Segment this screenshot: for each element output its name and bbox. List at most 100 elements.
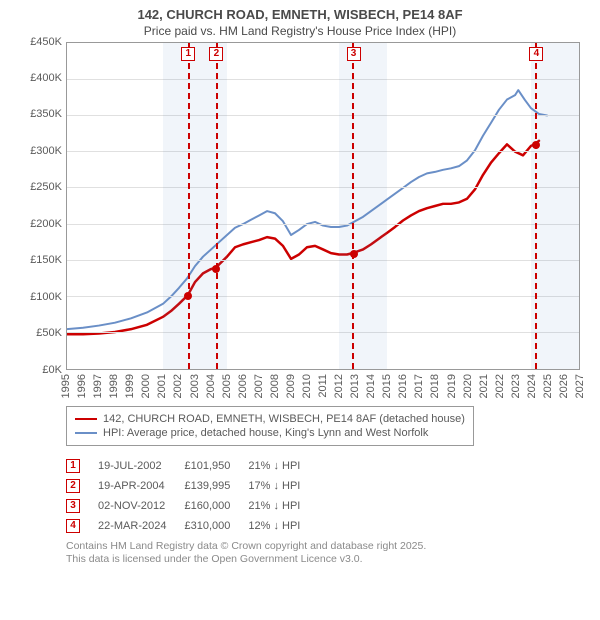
y-tick-label: £350K: [30, 108, 62, 120]
legend-swatch: [75, 432, 97, 434]
x-tick-label: 2018: [429, 374, 441, 398]
sale-point: [350, 250, 358, 258]
x-axis: 1995199619971998199920002001200220032004…: [66, 370, 580, 402]
event-marker-small: 1: [66, 459, 80, 473]
y-tick-label: £50K: [36, 327, 62, 339]
x-tick-label: 2000: [140, 374, 152, 398]
event-marker: 4: [529, 47, 543, 61]
x-tick-label: 1996: [76, 374, 88, 398]
x-tick-label: 1997: [92, 374, 104, 398]
event-line: [216, 43, 218, 369]
chart-area: £0K£50K£100K£150K£200K£250K£300K£350K£40…: [20, 42, 580, 402]
y-tick-label: £200K: [30, 218, 62, 230]
gridline: [67, 115, 579, 116]
event-price: £101,950: [184, 456, 248, 476]
event-delta: 12% ↓ HPI: [248, 516, 318, 536]
event-line: [188, 43, 190, 369]
x-tick-label: 2007: [253, 374, 265, 398]
shade-band: [339, 43, 387, 369]
x-tick-label: 2022: [494, 374, 506, 398]
title-line1: 142, CHURCH ROAD, EMNETH, WISBECH, PE14 …: [10, 6, 590, 24]
legend-row: HPI: Average price, detached house, King…: [75, 427, 465, 439]
x-tick-label: 2003: [189, 374, 201, 398]
event-delta: 21% ↓ HPI: [248, 456, 318, 476]
event-date: 19-JUL-2002: [98, 456, 184, 476]
event-date: 02-NOV-2012: [98, 496, 184, 516]
event-marker: 2: [209, 47, 223, 61]
gridline: [67, 224, 579, 225]
series-hpi: [67, 90, 547, 329]
sale-point: [532, 141, 540, 149]
event-delta: 17% ↓ HPI: [248, 476, 318, 496]
events-table: 1 19-JUL-2002£101,95021% ↓ HPI 2 19-APR-200…: [66, 456, 318, 536]
event-price: £139,995: [184, 476, 248, 496]
sale-point: [184, 292, 192, 300]
x-tick-label: 2026: [558, 374, 570, 398]
event-row: 4 22-MAR-2024£310,00012% ↓ HPI: [66, 516, 318, 536]
event-price: £160,000: [184, 496, 248, 516]
x-tick-label: 2008: [269, 374, 281, 398]
shade-band: [531, 43, 579, 369]
footnote: Contains HM Land Registry data © Crown c…: [66, 540, 590, 567]
event-date: 19-APR-2004: [98, 476, 184, 496]
series-price_paid: [67, 140, 539, 333]
title-line2: Price paid vs. HM Land Registry's House …: [10, 24, 590, 38]
x-tick-label: 1998: [108, 374, 120, 398]
x-tick-label: 2024: [526, 374, 538, 398]
x-tick-label: 2020: [462, 374, 474, 398]
y-tick-label: £400K: [30, 72, 62, 84]
event-marker-small: 2: [66, 479, 80, 493]
gridline: [67, 187, 579, 188]
gridline: [67, 260, 579, 261]
gridline: [67, 79, 579, 80]
legend-row: 142, CHURCH ROAD, EMNETH, WISBECH, PE14 …: [75, 413, 465, 425]
event-row: 1 19-JUL-2002£101,95021% ↓ HPI: [66, 456, 318, 476]
x-tick-label: 2014: [365, 374, 377, 398]
event-row: 3 02-NOV-2012£160,00021% ↓ HPI: [66, 496, 318, 516]
y-tick-label: £300K: [30, 145, 62, 157]
x-tick-label: 2025: [542, 374, 554, 398]
x-tick-label: 2001: [156, 374, 168, 398]
event-date: 22-MAR-2024: [98, 516, 184, 536]
footnote-line: This data is licensed under the Open Gov…: [66, 553, 590, 567]
event-marker-small: 4: [66, 519, 80, 533]
x-tick-label: 1999: [124, 374, 136, 398]
event-marker: 1: [181, 47, 195, 61]
x-tick-label: 1995: [60, 374, 72, 398]
gridline: [67, 332, 579, 333]
gridline: [67, 151, 579, 152]
x-tick-label: 2012: [333, 374, 345, 398]
footnote-line: Contains HM Land Registry data © Crown c…: [66, 540, 590, 554]
event-line: [535, 43, 537, 369]
x-tick-label: 2021: [478, 374, 490, 398]
event-marker: 3: [347, 47, 361, 61]
event-delta: 21% ↓ HPI: [248, 496, 318, 516]
x-tick-label: 2011: [317, 374, 329, 398]
event-line: [352, 43, 354, 369]
y-tick-label: £100K: [30, 291, 62, 303]
legend-swatch: [75, 418, 97, 420]
y-tick-label: £150K: [30, 254, 62, 266]
legend: 142, CHURCH ROAD, EMNETH, WISBECH, PE14 …: [66, 406, 474, 446]
x-tick-label: 2010: [301, 374, 313, 398]
line-chart-svg: [67, 43, 579, 369]
x-tick-label: 2027: [574, 374, 586, 398]
x-tick-label: 2019: [446, 374, 458, 398]
sale-point: [212, 265, 220, 273]
legend-label: HPI: Average price, detached house, King…: [103, 427, 428, 439]
x-tick-label: 2016: [397, 374, 409, 398]
x-tick-label: 2006: [237, 374, 249, 398]
y-tick-label: £250K: [30, 181, 62, 193]
event-row: 2 19-APR-2004£139,99517% ↓ HPI: [66, 476, 318, 496]
x-tick-label: 2005: [221, 374, 233, 398]
x-tick-label: 2015: [381, 374, 393, 398]
y-tick-label: £450K: [30, 36, 62, 48]
plot-area: 12 3 4: [66, 42, 580, 370]
y-axis: £0K£50K£100K£150K£200K£250K£300K£350K£40…: [20, 42, 66, 370]
event-marker-small: 3: [66, 499, 80, 513]
x-tick-label: 2002: [172, 374, 184, 398]
x-tick-label: 2013: [349, 374, 361, 398]
event-price: £310,000: [184, 516, 248, 536]
x-tick-label: 2009: [285, 374, 297, 398]
gridline: [67, 296, 579, 297]
